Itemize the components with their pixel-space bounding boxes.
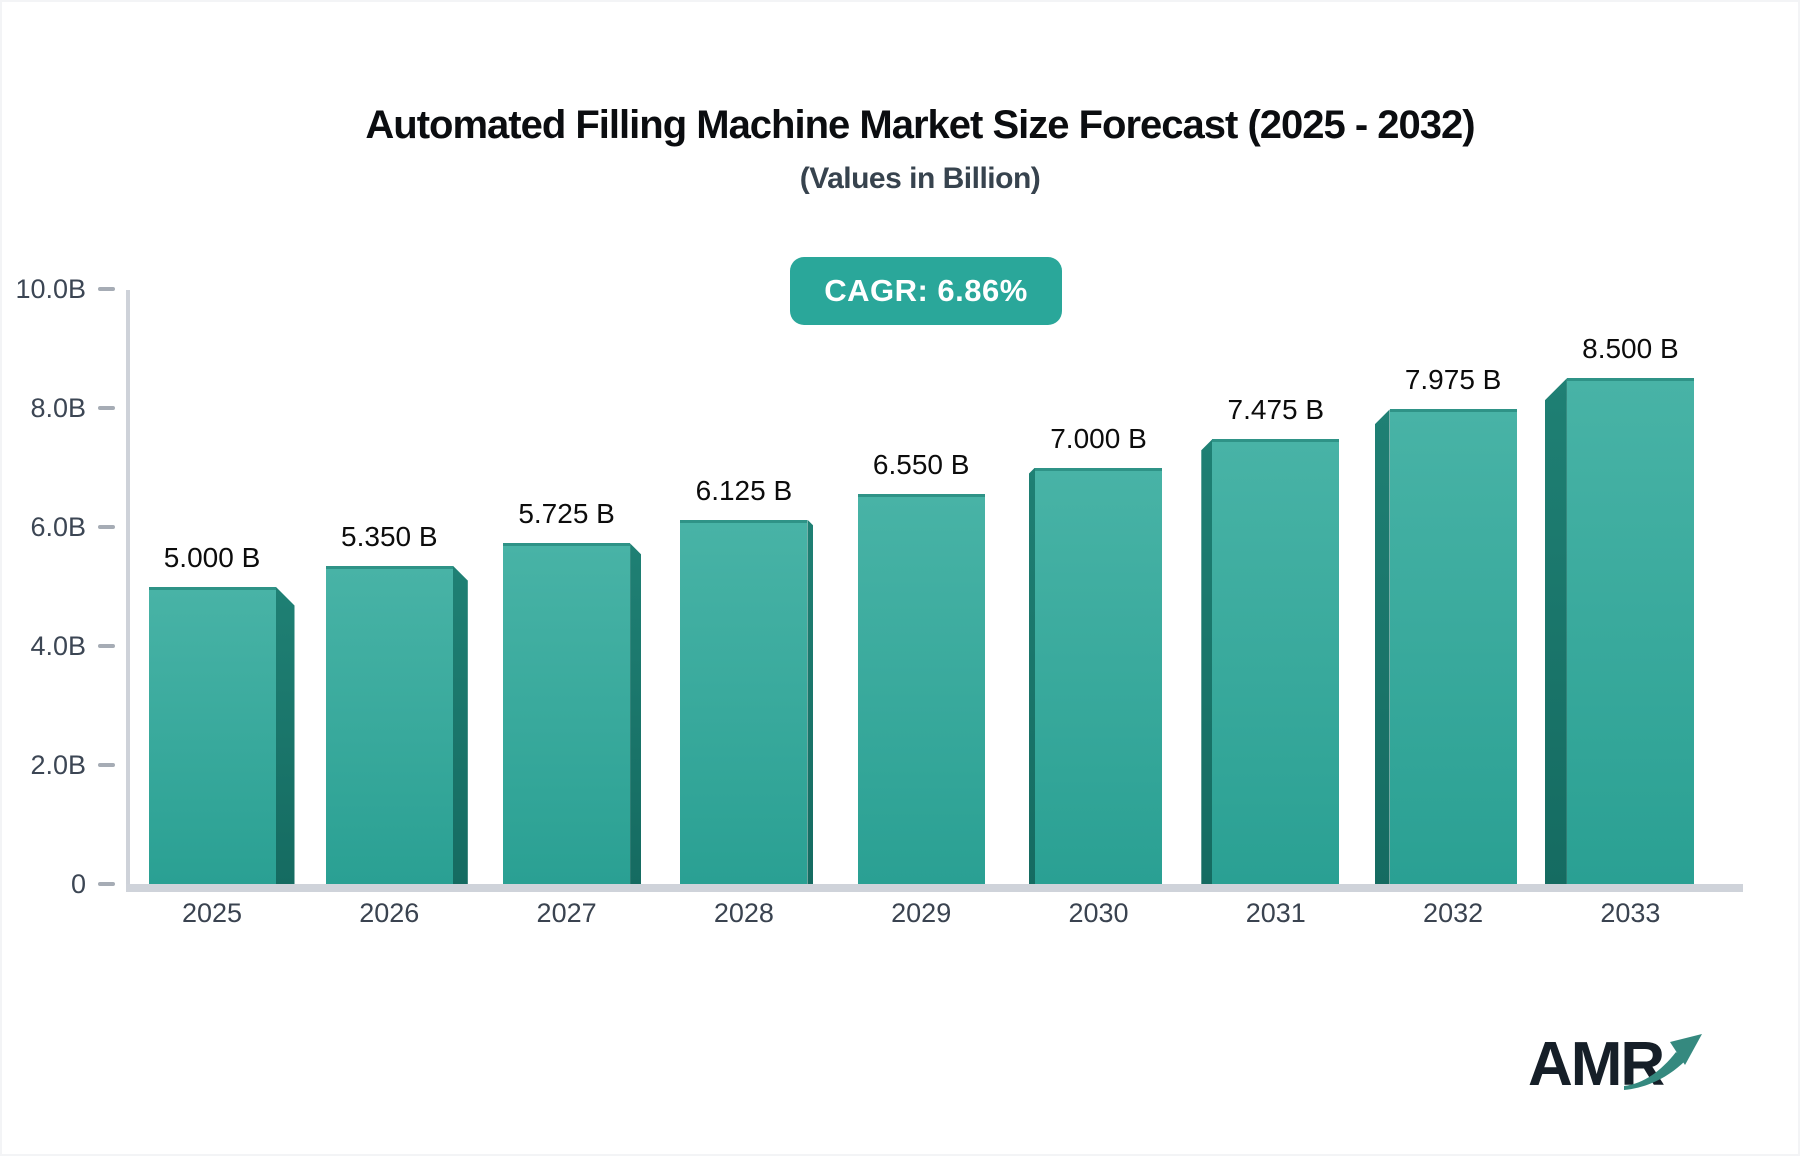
y-axis-line: [126, 290, 130, 892]
bar-value-label: 7.475 B: [1227, 394, 1325, 426]
y-tick-dash: [98, 763, 115, 767]
bar-side: [1201, 439, 1213, 884]
y-tick-label: 8.0B: [30, 393, 86, 423]
chart-title: Automated Filling Machine Market Size Fo…: [365, 103, 1475, 147]
bar-side: [452, 565, 468, 884]
y-tick-label: 0: [70, 869, 86, 899]
bar-side: [1544, 378, 1567, 884]
y-tick-dash: [98, 644, 115, 648]
bar-value-label: 6.550 B: [872, 449, 970, 481]
bar: [1566, 378, 1694, 884]
chart-subtitle: (Values in Billion): [799, 162, 1041, 195]
x-baseline: [126, 884, 1743, 892]
y-tick-label: 6.0B: [30, 512, 86, 542]
bar-value-label: 6.125 B: [695, 474, 793, 506]
bar-side: [807, 519, 814, 884]
x-tick-label: 2027: [536, 898, 597, 928]
bar: [325, 565, 453, 884]
bar-side: [1374, 409, 1390, 884]
x-tick-label: 2026: [359, 898, 420, 928]
bar: [503, 543, 631, 884]
x-tick-label: 2029: [891, 898, 952, 928]
y-tick-dash: [98, 287, 115, 291]
x-tick-label: 2032: [1423, 898, 1484, 928]
x-tick-label: 2033: [1600, 898, 1661, 928]
y-tick-dash: [98, 406, 115, 410]
bar: [1035, 467, 1162, 884]
x-tick-label: 2030: [1068, 898, 1129, 928]
y-tick-label: 10.0B: [15, 274, 86, 304]
bar-side: [275, 586, 295, 884]
x-tick-label: 2025: [181, 898, 243, 928]
cagr-badge: CAGR: 6.86%: [790, 257, 1062, 325]
bar: [148, 586, 276, 884]
bar: [680, 519, 808, 884]
bar: [1389, 409, 1517, 884]
x-tick-label: 2031: [1245, 898, 1306, 928]
bar-value-label: 7.975 B: [1404, 364, 1502, 396]
x-tick-label: 2028: [713, 898, 774, 928]
bar-side: [630, 543, 642, 884]
chart-header: Automated Filling Machine Market Size Fo…: [120, 0, 1720, 196]
cagr-badge-label: CAGR: 6.86%: [824, 273, 1028, 308]
bar-side: [1029, 467, 1035, 884]
y-tick-label: 4.0B: [30, 631, 86, 661]
y-tick-dash: [98, 525, 115, 529]
amr-logo: AMR: [1528, 1034, 1738, 1124]
bar: [857, 494, 985, 884]
y-tick-dash: [98, 882, 115, 886]
bar-value-label: 8.500 B: [1582, 333, 1679, 365]
bar: [1212, 439, 1340, 884]
bar-value-label: 5.000 B: [163, 541, 261, 573]
y-tick-label: 2.0B: [30, 750, 86, 780]
bar-value-label: 5.350 B: [341, 520, 438, 552]
bar-value-label: 5.725 B: [518, 498, 615, 530]
growth-arrow-icon: [1624, 1034, 1702, 1090]
bar-value-label: 7.000 B: [1050, 422, 1147, 454]
